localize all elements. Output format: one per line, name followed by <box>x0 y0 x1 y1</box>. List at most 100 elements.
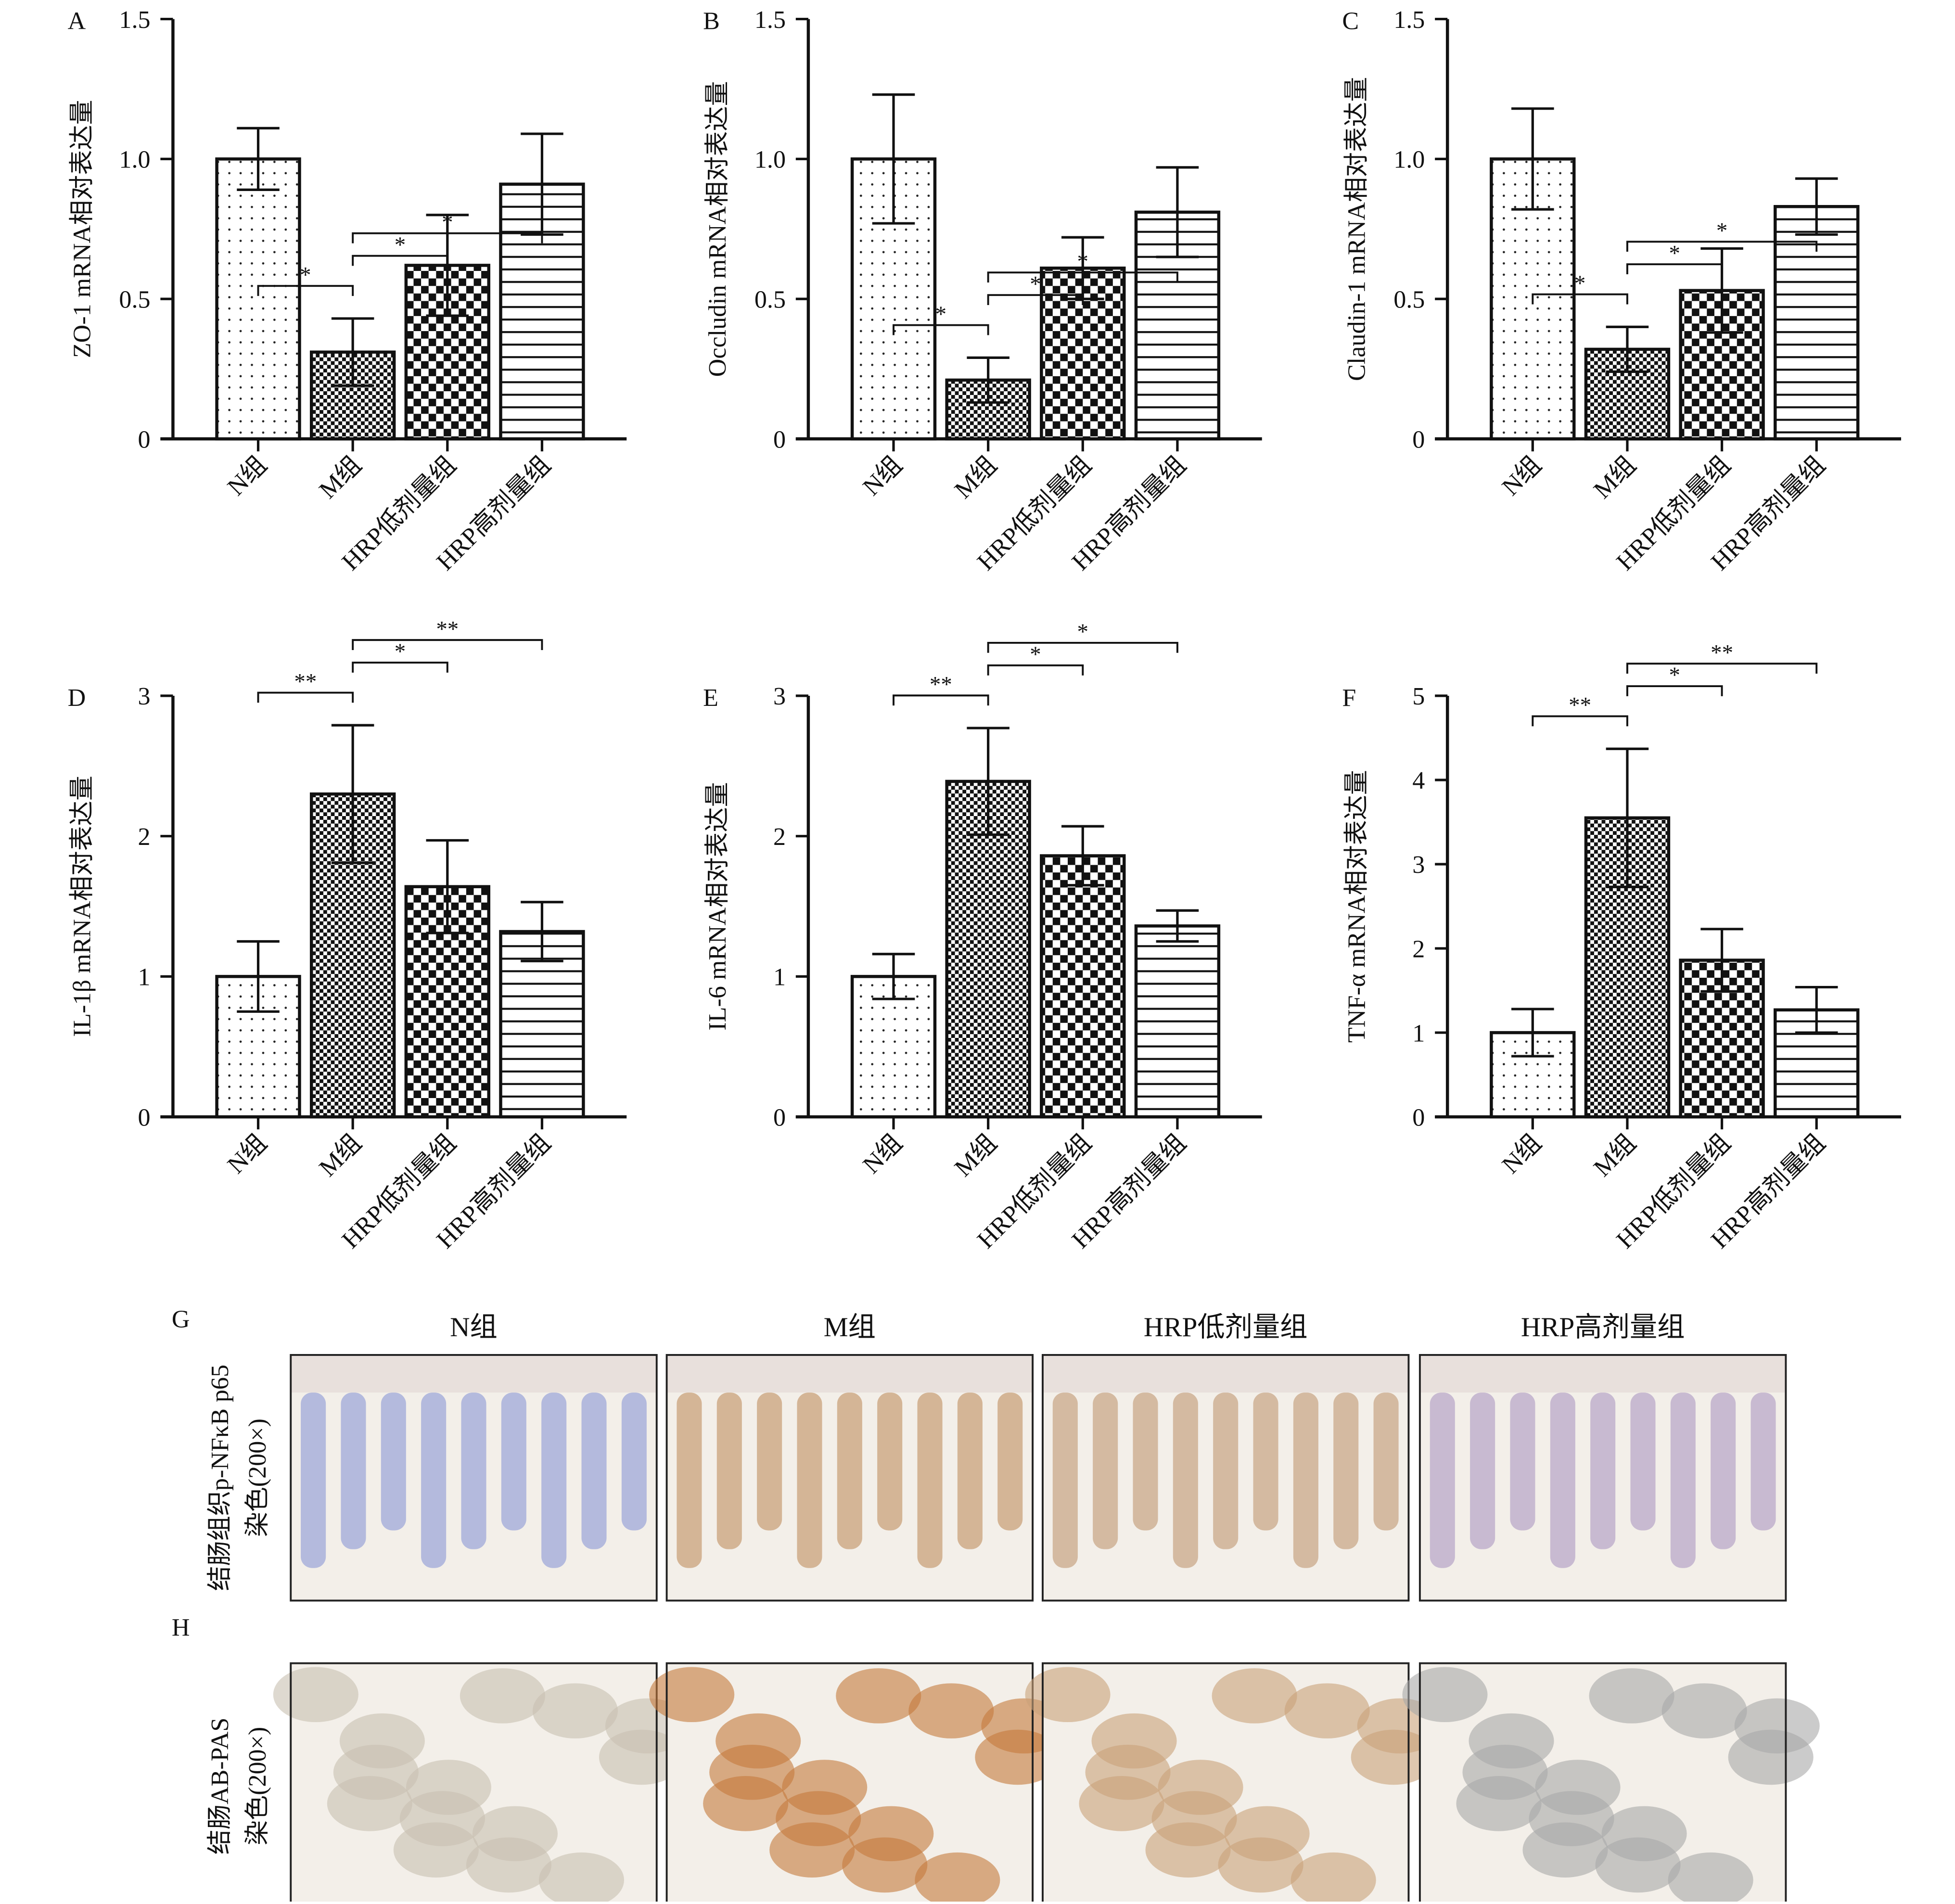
significance-bracket <box>1626 241 1818 252</box>
significance-label: * <box>395 232 406 257</box>
x-tick-label: N组 <box>1497 451 1547 501</box>
tissue-blob <box>1079 1776 1164 1831</box>
significance-bracket <box>987 294 1084 305</box>
y-axis-label: TNF-α mRNA相对表达量 <box>1343 770 1370 1043</box>
tissue-blob <box>393 1822 479 1878</box>
y-tick-label: 1 <box>1412 1020 1425 1047</box>
significance-bracket <box>352 662 448 673</box>
micrograph-image <box>1025 1662 1443 1904</box>
x-tick-label: N组 <box>858 1129 908 1179</box>
significance-bracket <box>352 232 543 243</box>
crypt-shape <box>917 1393 943 1568</box>
y-tick-label: 1 <box>773 964 786 991</box>
crypt-shape <box>1550 1393 1575 1568</box>
y-tick-label: 2 <box>773 823 786 851</box>
bar-3 <box>1040 854 1126 1119</box>
y-tick-label: 2 <box>1412 935 1425 963</box>
significance-label: * <box>1716 218 1727 243</box>
significance-bracket <box>352 639 543 650</box>
significance-label: * <box>935 302 946 327</box>
micrograph-frame <box>1418 1354 1787 1602</box>
panel-letter: A <box>68 7 86 35</box>
crypt-shape <box>461 1393 486 1549</box>
significance-bracket <box>1626 685 1723 696</box>
mucosa-surface <box>1042 1355 1409 1393</box>
crypt-shape <box>1590 1393 1616 1549</box>
significance-label: * <box>1077 249 1088 274</box>
y-tick-label: 3 <box>773 683 786 710</box>
crypt-shape <box>581 1393 607 1549</box>
significance-label: * <box>1669 663 1680 688</box>
significance-label: * <box>1030 642 1041 667</box>
tissue-blob <box>769 1822 855 1878</box>
crypt-shape <box>1470 1393 1495 1549</box>
significance-label: * <box>1669 241 1680 266</box>
y-tick-label: 1.0 <box>754 146 786 174</box>
y-tick-label: 0 <box>773 1104 786 1131</box>
crypt-shape <box>1373 1393 1399 1531</box>
micrograph-frame <box>1041 1354 1410 1602</box>
y-tick-label: 0 <box>1412 1104 1425 1131</box>
micrograph-frame <box>1041 1662 1410 1904</box>
y-tick-label: 0 <box>773 426 786 453</box>
crypt-shape <box>797 1393 822 1568</box>
significance-label: ** <box>294 669 317 694</box>
tissue-blob <box>842 1837 928 1893</box>
crypt-shape <box>1510 1393 1535 1531</box>
y-tick-label: 1.5 <box>1393 6 1425 34</box>
y-tick-label: 2 <box>138 823 150 851</box>
significance-bracket <box>987 271 1178 283</box>
crypt-shape <box>1293 1393 1318 1568</box>
mucosa-surface <box>291 1355 657 1393</box>
micrograph-row-G: G 结肠组织p-NFκB p65 染色(200×) <box>172 1306 1787 1602</box>
y-tick-label: 3 <box>1412 851 1425 879</box>
crypt-shape <box>1333 1393 1359 1549</box>
y-tick-label: 1.0 <box>119 146 150 174</box>
tissue-blob <box>1291 1852 1376 1904</box>
row-label: 染色(200×) <box>244 1727 271 1845</box>
significance-bracket <box>1532 293 1628 305</box>
y-tick-label: 0 <box>138 426 150 453</box>
column-label: M组 <box>824 1312 876 1342</box>
crypt-shape <box>341 1393 366 1549</box>
significance-label: * <box>1077 619 1088 644</box>
tissue-blob <box>1351 1729 1436 1785</box>
column-label: HRP高剂量组 <box>1521 1312 1685 1342</box>
y-tick-label: 0 <box>138 1104 150 1131</box>
row-label: 染色(200×) <box>244 1418 271 1537</box>
crypt-shape <box>1751 1393 1776 1531</box>
tissue-blob <box>1668 1852 1753 1904</box>
tissue-blob <box>1456 1776 1542 1831</box>
x-tick-label: N组 <box>222 1129 272 1179</box>
significance-label: ** <box>436 616 459 641</box>
crypt-shape <box>1093 1393 1118 1549</box>
y-tick-label: 5 <box>1412 683 1425 710</box>
y-tick-label: 0.5 <box>119 286 150 313</box>
significance-label: * <box>1030 271 1041 296</box>
x-tick-label: M组 <box>314 1129 367 1182</box>
tissue-blob <box>1402 1667 1488 1723</box>
bar-1 <box>215 157 301 441</box>
significance-bracket <box>257 691 354 703</box>
significance-label: ** <box>1711 640 1733 665</box>
micrograph-image <box>665 1354 1034 1602</box>
panel-letter: G <box>172 1306 190 1333</box>
significance-bracket <box>257 285 354 296</box>
y-axis-label: ZO-1 mRNA相对表达量 <box>69 100 96 358</box>
crypt-shape <box>1133 1393 1158 1531</box>
tissue-blob <box>466 1837 551 1893</box>
tissue-blob <box>599 1729 685 1785</box>
mucosa-surface <box>666 1355 1033 1393</box>
x-tick-label: M组 <box>949 451 1002 504</box>
tissue-blob <box>1212 1668 1297 1724</box>
tissue-blob <box>1025 1667 1111 1723</box>
x-tick-label: N组 <box>858 451 908 501</box>
micrograph-image <box>273 1662 691 1904</box>
micrograph-row-H: H 结肠AB-PAS 染色(200×) <box>172 1614 1820 1904</box>
x-tick-label: M组 <box>1588 1129 1641 1182</box>
panel-letter: H <box>172 1614 190 1641</box>
y-tick-label: 0 <box>1412 426 1425 453</box>
